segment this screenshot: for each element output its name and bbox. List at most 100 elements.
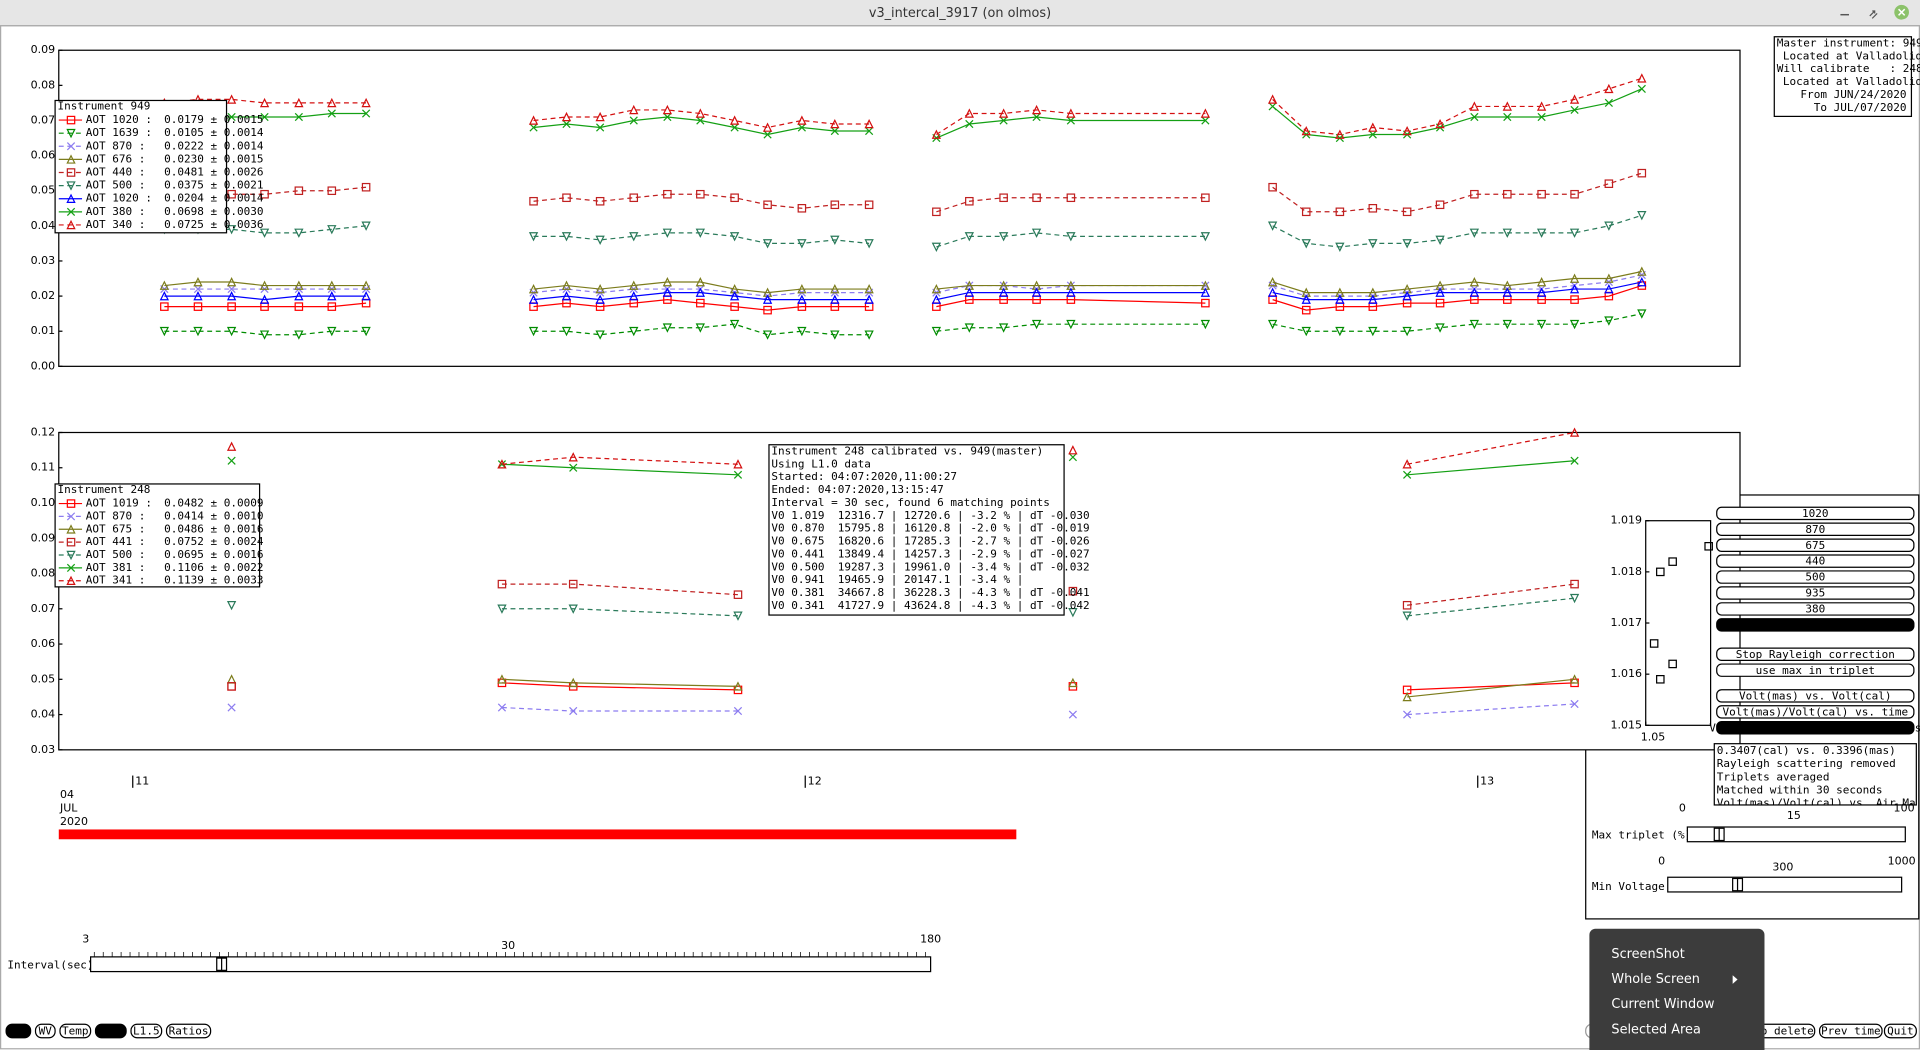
data-point (663, 112, 672, 122)
data-point (865, 126, 874, 136)
button-label[interactable]: Ratios (169, 1025, 209, 1038)
data-point (999, 116, 1008, 125)
data-point (1068, 445, 1078, 455)
button-label[interactable]: L1.5 (133, 1025, 160, 1038)
legend-marker (66, 142, 76, 151)
button[interactable] (1716, 554, 1915, 568)
menu-item[interactable]: Whole Screen (1611, 972, 1699, 987)
button-label[interactable]: 440 (1805, 555, 1825, 568)
button-label[interactable]: 340 (1805, 618, 1825, 631)
data-point (964, 108, 974, 118)
data-point (965, 119, 974, 129)
data-point (1200, 232, 1211, 242)
button[interactable] (34, 1023, 56, 1039)
menu-item[interactable]: Current Window (1611, 997, 1714, 1012)
data-point (1503, 112, 1512, 122)
data-point (931, 242, 942, 252)
button-label[interactable]: 500 (1805, 571, 1825, 584)
button[interactable] (1716, 570, 1915, 584)
master-line: From JUN/24/2020 (1800, 88, 1906, 101)
button-label[interactable]: 935 (1805, 587, 1825, 600)
slider-trough[interactable] (90, 956, 932, 973)
button-label[interactable]: 870 (1805, 523, 1825, 536)
data-point (797, 239, 807, 249)
button[interactable] (165, 1023, 212, 1039)
data-point (1268, 182, 1277, 192)
button-label[interactable]: use max in triplet (1756, 664, 1875, 677)
button[interactable] (1716, 538, 1915, 552)
data-point (1604, 284, 1614, 294)
data-point (729, 319, 740, 330)
data-point (561, 326, 572, 337)
button-label[interactable]: Volt(mas) vs. Volt(cal) (1739, 690, 1892, 703)
menu-item[interactable]: Selected Area (1611, 1022, 1700, 1037)
button-label[interactable]: WV (39, 1025, 53, 1038)
slider-trough[interactable] (1667, 876, 1903, 893)
series-line (164, 214, 1643, 248)
button-label[interactable]: Quit (1887, 1025, 1914, 1038)
button[interactable] (1716, 602, 1915, 616)
maximize-button[interactable] (1869, 10, 1878, 19)
data-point (1537, 112, 1546, 122)
button-label[interactable]: 675 (1805, 539, 1825, 552)
data-point (1502, 287, 1512, 297)
button[interactable] (1716, 705, 1915, 719)
data-point (1201, 116, 1210, 125)
button[interactable] (1716, 647, 1915, 661)
data-point (1637, 211, 1647, 221)
button[interactable] (59, 1023, 92, 1039)
button[interactable] (94, 1023, 127, 1039)
button[interactable] (1716, 618, 1915, 632)
button-label[interactable]: Stop Rayleigh correction (1736, 648, 1895, 661)
info-line: Started: 04:07:2020,11:00:27 (771, 470, 957, 483)
button-label[interactable]: Temp (62, 1025, 89, 1038)
info-line: V0 0.341 41727.9 | 43624.8 | -4.3 % | dT… (771, 599, 1089, 612)
data-point (1031, 287, 1042, 297)
data-point (964, 232, 974, 242)
data-point (730, 302, 739, 311)
button[interactable] (1716, 721, 1915, 735)
button[interactable] (5, 1023, 32, 1039)
data-point (497, 674, 507, 684)
data-point (294, 302, 304, 311)
button[interactable] (1716, 586, 1915, 600)
button[interactable] (1883, 1023, 1917, 1039)
legend-marker (66, 563, 76, 572)
button[interactable] (1716, 522, 1915, 537)
data-point (830, 126, 839, 136)
data-point (193, 326, 203, 337)
slider-trough[interactable] (1686, 826, 1906, 843)
data-point (259, 294, 270, 304)
button[interactable] (1716, 506, 1915, 521)
data-point (1570, 456, 1579, 465)
legend-marker (66, 219, 76, 230)
data-point (1435, 235, 1445, 245)
button-label[interactable]: AOT (8, 1025, 28, 1038)
y-tick-label: 0.06 (31, 637, 56, 650)
data-point (1066, 193, 1076, 203)
data-point (733, 590, 743, 599)
data-point (696, 189, 705, 199)
button-label[interactable]: Prev time (1821, 1025, 1881, 1038)
x-tick-label: 11 (135, 775, 149, 788)
button-label[interactable]: L1.0 (98, 1025, 125, 1038)
data-point (259, 228, 270, 238)
data-point (1403, 470, 1412, 479)
button[interactable] (1818, 1023, 1883, 1039)
button-label[interactable]: Volt(mas)/Volt(cal) vs. time (1722, 705, 1908, 718)
button[interactable] (1716, 689, 1915, 703)
data-point (733, 706, 743, 716)
button-label[interactable]: 380 (1805, 603, 1825, 616)
button[interactable] (1716, 663, 1915, 677)
legend-name: AOT 676 : (86, 152, 146, 165)
button-label[interactable]: 1020 (1802, 507, 1829, 520)
data-point (1569, 319, 1580, 330)
data-point (528, 326, 539, 337)
button-label[interactable]: Volt(mas)/Volt(cal) vs. Air Mass (1709, 721, 1920, 734)
legend-marker (66, 168, 76, 177)
menu-item[interactable]: ScreenShot (1611, 947, 1684, 962)
y-tick-label: 0.03 (31, 254, 56, 267)
data-point (730, 193, 739, 203)
button[interactable] (130, 1023, 163, 1039)
